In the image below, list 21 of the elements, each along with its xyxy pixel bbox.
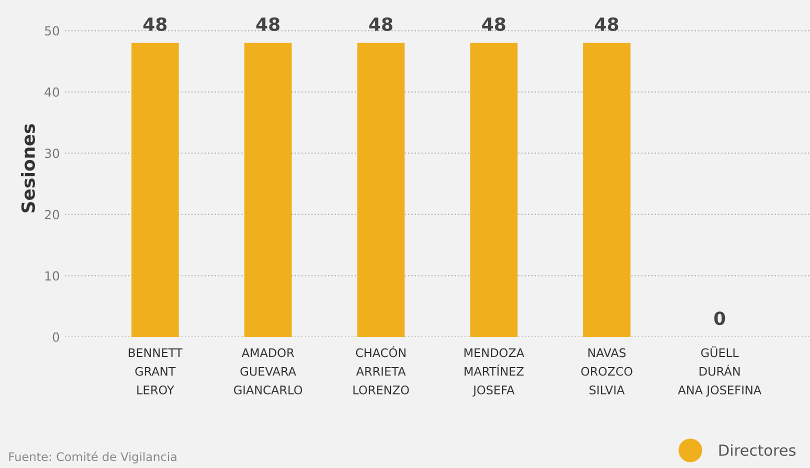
data-label: 0 <box>714 311 726 326</box>
y-tick-label: 40 <box>44 87 60 97</box>
data-label: 48 <box>143 17 167 32</box>
data-label: 48 <box>595 17 618 32</box>
data-label: 48 <box>256 17 280 32</box>
legend-label: Directores <box>719 444 796 456</box>
y-tick-label: 50 <box>44 26 60 36</box>
y-tick-label: 30 <box>44 148 60 158</box>
data-label: 48 <box>482 17 506 32</box>
data-label: 48 <box>369 17 392 32</box>
source-note: Fuente: Comité de Vigilancia <box>9 452 176 464</box>
y-tick-label: 20 <box>44 210 60 220</box>
x-tick-label: MENDOZA MARTÍNEZ JOSEFA <box>464 348 524 397</box>
y-tick-label: 0 <box>52 332 60 342</box>
x-tick-label: BENNETT GRANT LEROY <box>128 348 183 394</box>
y-axis-title: Sesiones <box>21 124 35 212</box>
x-tick-label: GÜELL DURÁN ANA JOSEFINA <box>678 346 762 397</box>
x-tick-label: AMADOR GUEVARA GIANCARLO <box>234 348 302 394</box>
y-tick-label: 10 <box>45 271 60 281</box>
x-tick-label: CHACÓN ARRIETA LORENZO <box>353 346 409 394</box>
x-tick-label: NAVAS OROZCO SILVIA <box>581 348 632 394</box>
